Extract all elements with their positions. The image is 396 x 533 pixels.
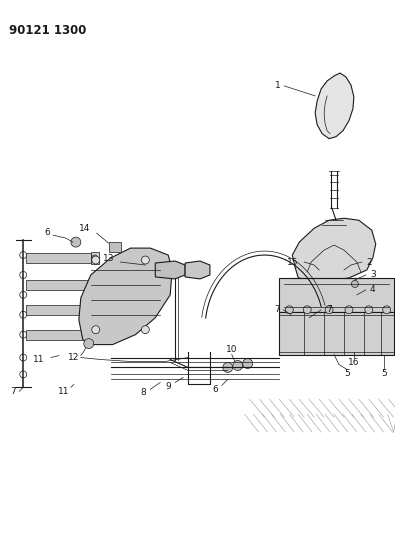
Circle shape bbox=[141, 326, 149, 334]
Circle shape bbox=[20, 371, 27, 378]
Polygon shape bbox=[280, 312, 394, 354]
Bar bbox=[94, 279, 102, 291]
Circle shape bbox=[20, 354, 27, 361]
Bar bbox=[26, 280, 94, 290]
Text: 15: 15 bbox=[287, 257, 298, 266]
Bar bbox=[91, 252, 99, 264]
Circle shape bbox=[325, 306, 333, 314]
Circle shape bbox=[351, 280, 358, 287]
Circle shape bbox=[141, 256, 149, 264]
Circle shape bbox=[92, 307, 98, 313]
Circle shape bbox=[365, 306, 373, 314]
Bar bbox=[26, 253, 91, 263]
Text: 7: 7 bbox=[274, 305, 280, 314]
Text: 16: 16 bbox=[348, 358, 360, 367]
Circle shape bbox=[286, 306, 293, 314]
Text: 3: 3 bbox=[370, 270, 376, 279]
Circle shape bbox=[303, 306, 311, 314]
Circle shape bbox=[71, 237, 81, 247]
Circle shape bbox=[92, 256, 100, 264]
Bar bbox=[91, 304, 99, 316]
Text: 8: 8 bbox=[141, 388, 146, 397]
Text: 13: 13 bbox=[103, 254, 114, 263]
Polygon shape bbox=[79, 248, 172, 345]
Circle shape bbox=[20, 292, 27, 298]
Circle shape bbox=[233, 360, 243, 370]
Circle shape bbox=[383, 306, 390, 314]
Bar bbox=[109, 242, 120, 252]
Text: 5: 5 bbox=[381, 369, 386, 378]
Polygon shape bbox=[280, 278, 394, 312]
Text: 6: 6 bbox=[44, 228, 50, 237]
Text: 1: 1 bbox=[274, 82, 280, 91]
Text: 10: 10 bbox=[226, 345, 238, 354]
Polygon shape bbox=[155, 261, 185, 279]
Text: 90121 1300: 90121 1300 bbox=[10, 25, 87, 37]
Circle shape bbox=[92, 255, 98, 261]
Text: 14: 14 bbox=[79, 224, 91, 233]
Text: 11: 11 bbox=[33, 355, 45, 364]
Circle shape bbox=[92, 326, 100, 334]
Text: 6: 6 bbox=[212, 385, 218, 394]
Bar bbox=[26, 330, 88, 340]
Circle shape bbox=[20, 252, 27, 259]
Circle shape bbox=[20, 311, 27, 318]
Text: 4: 4 bbox=[370, 285, 375, 294]
Text: 7: 7 bbox=[326, 305, 332, 314]
Bar bbox=[26, 305, 91, 315]
Bar bbox=[88, 329, 96, 341]
Polygon shape bbox=[315, 73, 354, 139]
Text: 2: 2 bbox=[366, 257, 371, 266]
Text: 9: 9 bbox=[166, 382, 171, 391]
Text: 11: 11 bbox=[58, 387, 70, 396]
Circle shape bbox=[95, 282, 101, 288]
Circle shape bbox=[20, 331, 27, 338]
Polygon shape bbox=[292, 218, 376, 280]
Text: 5: 5 bbox=[344, 369, 350, 378]
Polygon shape bbox=[185, 261, 210, 279]
Circle shape bbox=[20, 271, 27, 278]
Circle shape bbox=[89, 332, 95, 337]
Circle shape bbox=[84, 338, 94, 349]
Circle shape bbox=[223, 362, 233, 373]
Circle shape bbox=[243, 359, 253, 368]
Circle shape bbox=[345, 306, 353, 314]
Text: 12: 12 bbox=[68, 353, 80, 362]
Text: 7: 7 bbox=[10, 387, 16, 396]
